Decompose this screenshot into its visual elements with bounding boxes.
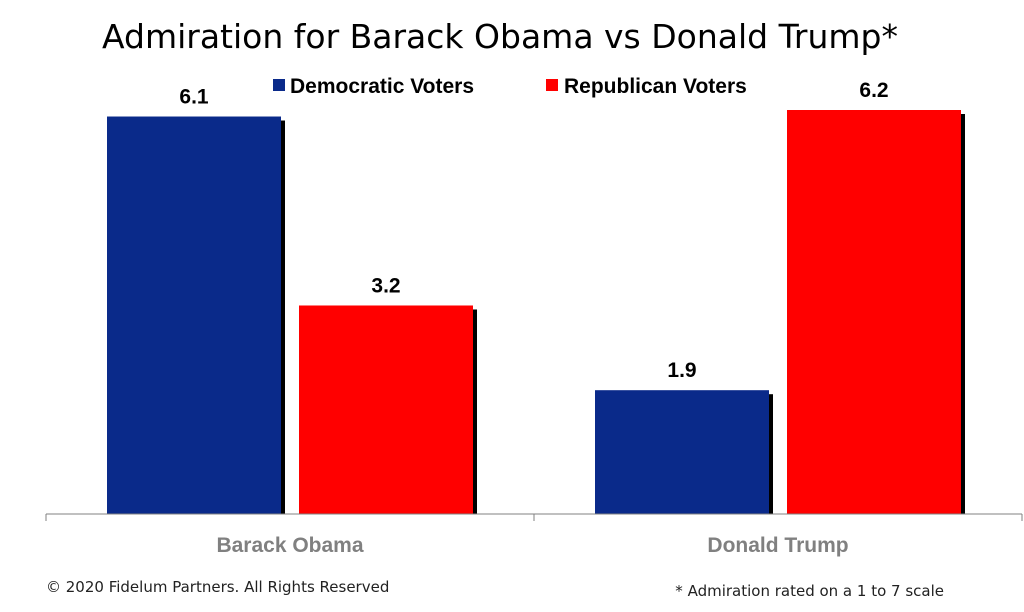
bar-barack-obama-republican-voters [299,305,473,514]
value-label-donald-trump-democratic-voters: 1.9 [667,359,696,382]
legend: Democratic Voters Republican Voters [273,75,747,98]
legend-label-democratic: Democratic Voters [290,75,474,98]
chart-title: Admiration for Barack Obama vs Donald Tr… [102,17,898,56]
category-label-barack-obama: Barack Obama [216,534,363,557]
legend-label-republican: Republican Voters [564,75,747,98]
bar-barack-obama-democratic-voters [107,116,281,515]
scale-footnote: * Admiration rated on a 1 to 7 scale [675,582,944,600]
bars-group: 6.1 3.2 1.9 6.2 [107,79,965,515]
value-label-barack-obama-democratic-voters: 6.1 [179,86,209,109]
value-label-barack-obama-republican-voters: 3.2 [371,274,400,297]
bar-donald-trump-republican-voters [787,110,961,514]
legend-swatch-republican [546,79,558,91]
category-label-donald-trump: Donald Trump [707,534,848,557]
value-label-donald-trump-republican-voters: 6.2 [859,79,888,102]
bar-donald-trump-democratic-voters [595,390,769,514]
legend-swatch-democratic [273,79,285,91]
x-axis: Barack Obama Donald Trump [45,513,1023,557]
copyright-text: © 2020 Fidelum Partners. All Rights Rese… [46,578,389,596]
